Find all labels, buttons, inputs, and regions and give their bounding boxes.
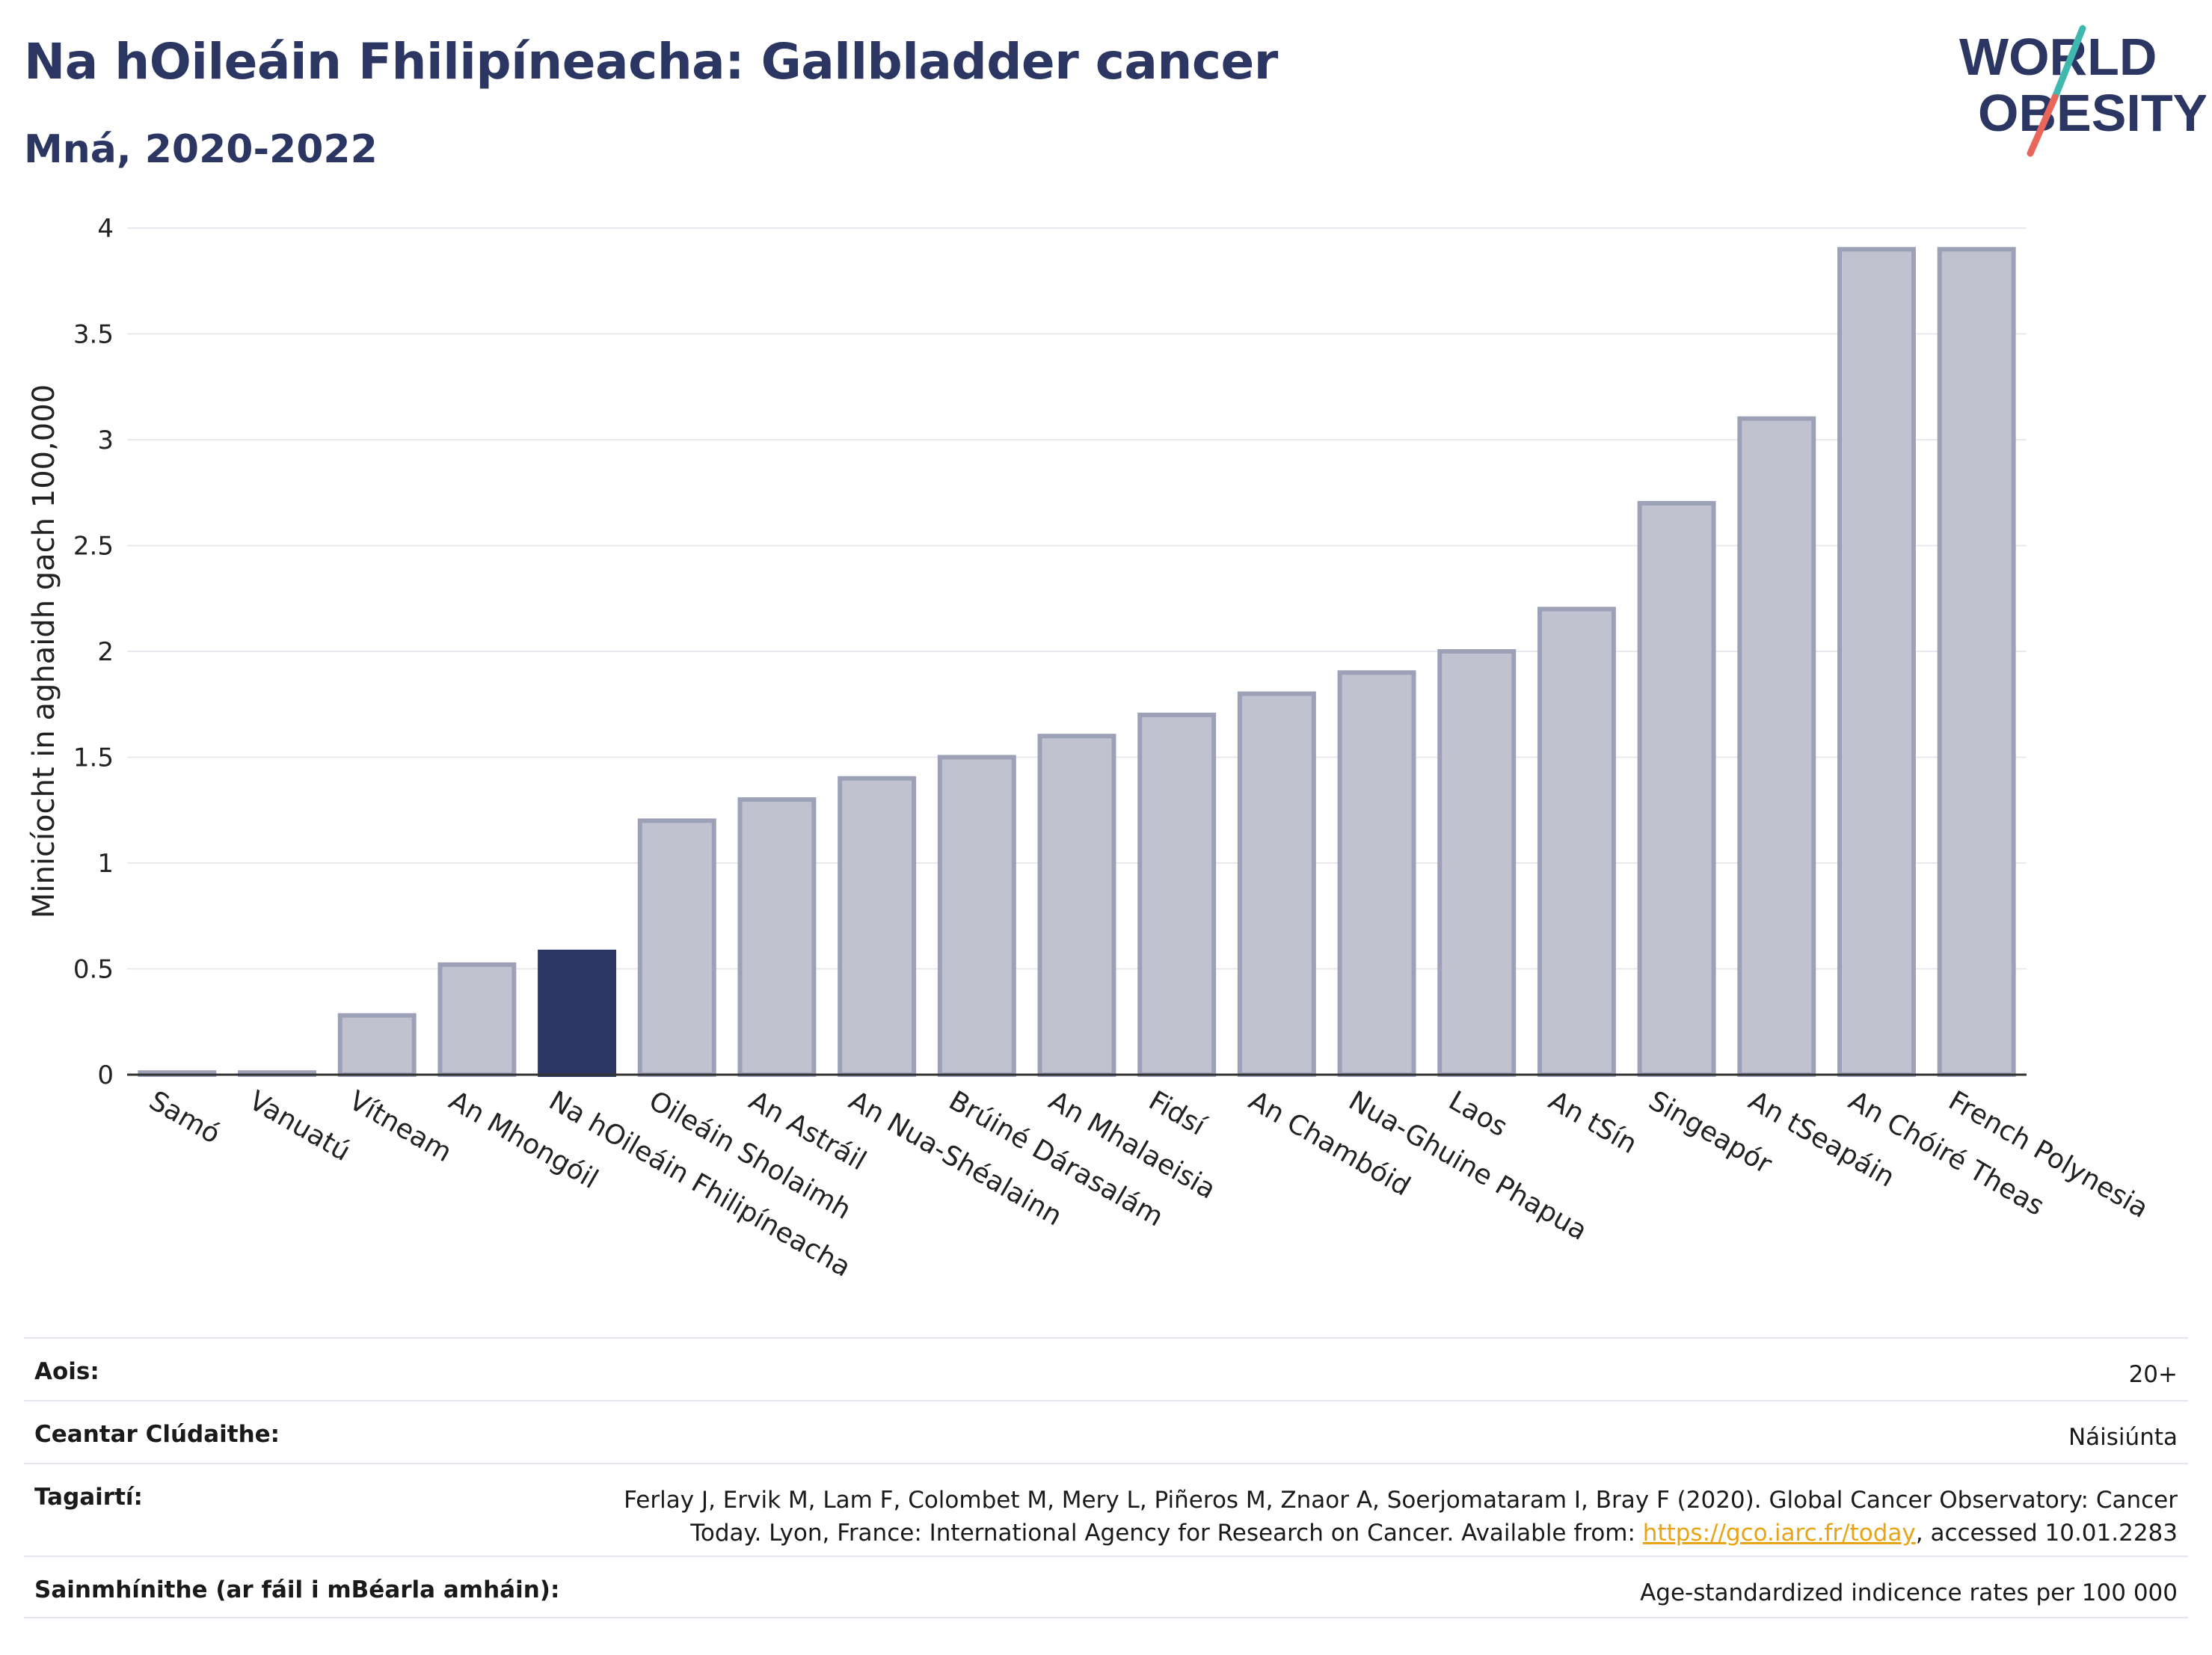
y-tick-label: 2 bbox=[97, 637, 114, 667]
bar bbox=[1337, 670, 1416, 1077]
definitions-label: Sainmhínithe (ar fáil i mBéarla amháin): bbox=[34, 1576, 560, 1603]
info-row-references: Tagairtí: Ferlay J, Ervik M, Lam F, Colo… bbox=[24, 1463, 2188, 1556]
bar bbox=[1737, 416, 1816, 1077]
x-tick-label: Laos bbox=[1443, 1085, 1512, 1143]
y-tick-label: 3 bbox=[97, 426, 114, 455]
bar bbox=[1937, 247, 2016, 1077]
world-obesity-logo: WORLD OBESITY bbox=[1959, 25, 2206, 157]
y-axis-label: Minicíocht in aghaidh gach 100,000 bbox=[27, 384, 61, 918]
x-tick-label: An tSín bbox=[1543, 1085, 1642, 1160]
bar bbox=[637, 818, 716, 1078]
x-tick-label: Samó bbox=[144, 1085, 225, 1150]
bar bbox=[1637, 500, 1716, 1077]
x-tick-label: Vítneam bbox=[344, 1085, 457, 1168]
y-tick-label: 2.5 bbox=[73, 532, 114, 562]
chart-title: Na hOileáin Fhilipíneacha: Gallbladder c… bbox=[24, 33, 1278, 90]
y-tick-label: 0 bbox=[97, 1060, 114, 1090]
y-axis-ticks: 0 0.5 1 1.5 2 2.5 3 3.5 4 bbox=[73, 214, 114, 1090]
bar bbox=[737, 797, 817, 1077]
info-row-age: Aois: 20+ bbox=[24, 1337, 2188, 1400]
y-tick-label: 1 bbox=[97, 849, 114, 879]
info-row-coverage: Ceantar Clúdaithe: Náisiúnta bbox=[24, 1400, 2188, 1463]
logo-slash-coral-stroke bbox=[2027, 93, 2059, 157]
age-value: 20+ bbox=[2128, 1361, 2178, 1388]
bar bbox=[838, 776, 917, 1078]
references-line2-pre: Today. Lyon, France: International Agenc… bbox=[690, 1520, 1643, 1547]
references-link[interactable]: https://gco.iarc.fr/today bbox=[1642, 1520, 1916, 1547]
bar bbox=[1537, 607, 1616, 1077]
logo-text-world: WORLD bbox=[1959, 28, 2157, 86]
coverage-label: Ceantar Clúdaithe: bbox=[34, 1421, 280, 1448]
references-line2-post: , accessed 10.01.2283 bbox=[1915, 1520, 2178, 1547]
bar bbox=[1237, 691, 1316, 1077]
bar bbox=[538, 949, 617, 1077]
bar bbox=[937, 755, 1016, 1077]
logo-text-obesity: OBESITY bbox=[1978, 84, 2206, 142]
age-label: Aois: bbox=[34, 1358, 99, 1385]
info-table: Aois: 20+ Ceantar Clúdaithe: Náisiúnta T… bbox=[24, 1337, 2188, 1618]
bar bbox=[1837, 247, 1916, 1077]
bar bbox=[1437, 649, 1517, 1077]
definitions-value: Age-standardized indicence rates per 100… bbox=[1640, 1579, 2178, 1606]
references-label: Tagairtí: bbox=[34, 1484, 143, 1511]
bar bbox=[1037, 734, 1116, 1077]
bar bbox=[437, 962, 517, 1077]
bars bbox=[138, 247, 2016, 1078]
info-row-definitions: Sainmhínithe (ar fáil i mBéarla amháin):… bbox=[24, 1556, 2188, 1618]
y-tick-label: 3.5 bbox=[73, 320, 114, 350]
y-tick-label: 0.5 bbox=[73, 955, 114, 985]
x-tick-label: Fidsí bbox=[1143, 1085, 1211, 1142]
logo-slash-teal-stroke bbox=[2051, 25, 2086, 101]
references-line1: Ferlay J, Ervik M, Lam F, Colombet M, Me… bbox=[624, 1487, 2178, 1514]
bar bbox=[1137, 712, 1217, 1078]
chart-subtitle: Mná, 2020-2022 bbox=[24, 127, 378, 172]
references-value: Ferlay J, Ervik M, Lam F, Colombet M, Me… bbox=[624, 1484, 2178, 1550]
bar bbox=[337, 1013, 417, 1078]
x-tick-label: Vanuatú bbox=[244, 1085, 355, 1167]
coverage-value: Náisiúnta bbox=[2068, 1424, 2178, 1451]
y-tick-label: 1.5 bbox=[73, 743, 114, 773]
y-tick-label: 4 bbox=[97, 214, 114, 244]
